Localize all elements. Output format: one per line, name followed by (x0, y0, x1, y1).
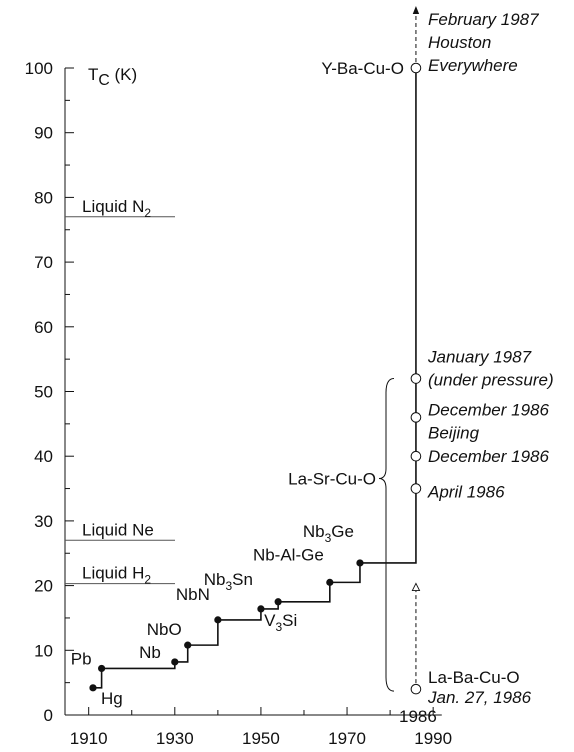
annotation: Beijing (428, 423, 480, 442)
material-label: Nb3Ge (303, 522, 354, 545)
reference-label: Liquid Ne (82, 520, 154, 539)
material-point (214, 616, 222, 624)
label-part: Si (282, 611, 297, 630)
label-part: NbO (147, 620, 182, 639)
material-label: Pb (71, 649, 92, 668)
annotation: December 1986 (428, 400, 550, 419)
annotation: April 1986 (427, 483, 505, 502)
discovery-point (410, 373, 422, 384)
y-tick-label: 0 (44, 706, 53, 725)
y-axis-label: TC (K) (88, 65, 137, 89)
y-tick-label: 70 (34, 253, 53, 272)
material-label: Nb3Sn (204, 570, 253, 593)
y-tick-label: 60 (34, 318, 53, 337)
y-tick-label: 10 (34, 641, 53, 660)
label-part: T (88, 65, 98, 84)
annotation: (under pressure) (428, 371, 554, 390)
y-tick-label: 30 (34, 512, 53, 531)
label-part: Sn (232, 570, 253, 589)
x-tick-label: 1910 (70, 729, 108, 748)
brace (378, 378, 395, 692)
discovery-point (410, 62, 422, 74)
annotation: Houston (428, 33, 491, 52)
label-part: C (98, 72, 109, 89)
material-point (89, 684, 97, 692)
annotation: January 1987 (427, 348, 532, 367)
label-part: 3 (325, 531, 332, 545)
material-label: Nb (139, 643, 161, 662)
label-part: Liquid Ne (82, 520, 154, 539)
label-part: 2 (144, 573, 151, 587)
label-part: 3 (225, 579, 232, 593)
material-label: NbN (176, 585, 210, 604)
label-part: (K) (110, 65, 137, 84)
label-part: Hg (101, 689, 123, 708)
label-part: Ge (331, 522, 354, 541)
label-part: Nb (139, 643, 161, 662)
year-label: 1986 (399, 707, 437, 726)
material-label: NbO (147, 620, 182, 639)
x-tick-label: 1970 (328, 729, 366, 748)
annotation: Everywhere (428, 56, 518, 75)
y-tick-label: 20 (34, 577, 53, 596)
label-part: Liquid N (82, 197, 144, 216)
label-part: Liquid H (82, 564, 144, 583)
material-label: V3Si (264, 611, 297, 634)
annotation: December 1986 (428, 447, 550, 466)
reference-label: Liquid N2 (82, 197, 151, 220)
annotation: Jan. 27, 1986 (427, 688, 532, 707)
discovery-point (410, 683, 422, 695)
material-label: Nb-Al-Ge (253, 545, 324, 564)
label-part: 3 (275, 620, 282, 634)
discovery-point (410, 412, 422, 423)
annotation: La-Ba-Cu-O (428, 668, 520, 687)
y-tick-label: 50 (34, 383, 53, 402)
y-tick-label: 40 (34, 447, 53, 466)
label-part: V (264, 611, 276, 630)
annotation: February 1987 (428, 10, 539, 29)
material-point (274, 598, 282, 606)
material-point (326, 578, 334, 586)
discovery-point (410, 483, 422, 494)
label-part: NbN (176, 585, 210, 604)
material-point (184, 641, 192, 649)
material-point (257, 605, 265, 613)
y-tick-label: 100 (25, 59, 53, 78)
y-tick-label: 90 (34, 124, 53, 143)
label-part: Nb (204, 570, 226, 589)
label-part: Nb (303, 522, 325, 541)
material-point (171, 658, 179, 666)
discovery-point (410, 450, 422, 462)
step-line (92, 68, 417, 689)
material-label: Hg (101, 689, 123, 708)
y-tick-label: 80 (34, 188, 53, 207)
label-part: Nb-Al-Ge (253, 545, 324, 564)
annotation: La-Sr-Cu-O (288, 470, 376, 489)
label-part: Pb (71, 649, 92, 668)
x-tick-label: 1930 (156, 729, 194, 748)
label-part: 2 (144, 206, 151, 220)
x-tick-label: 1950 (242, 729, 280, 748)
material-point (356, 559, 364, 567)
material-point (98, 664, 106, 673)
x-tick-label: 1990 (414, 729, 452, 748)
reference-label: Liquid H2 (82, 564, 151, 587)
annotation: Y-Ba-Cu-O (321, 59, 404, 78)
